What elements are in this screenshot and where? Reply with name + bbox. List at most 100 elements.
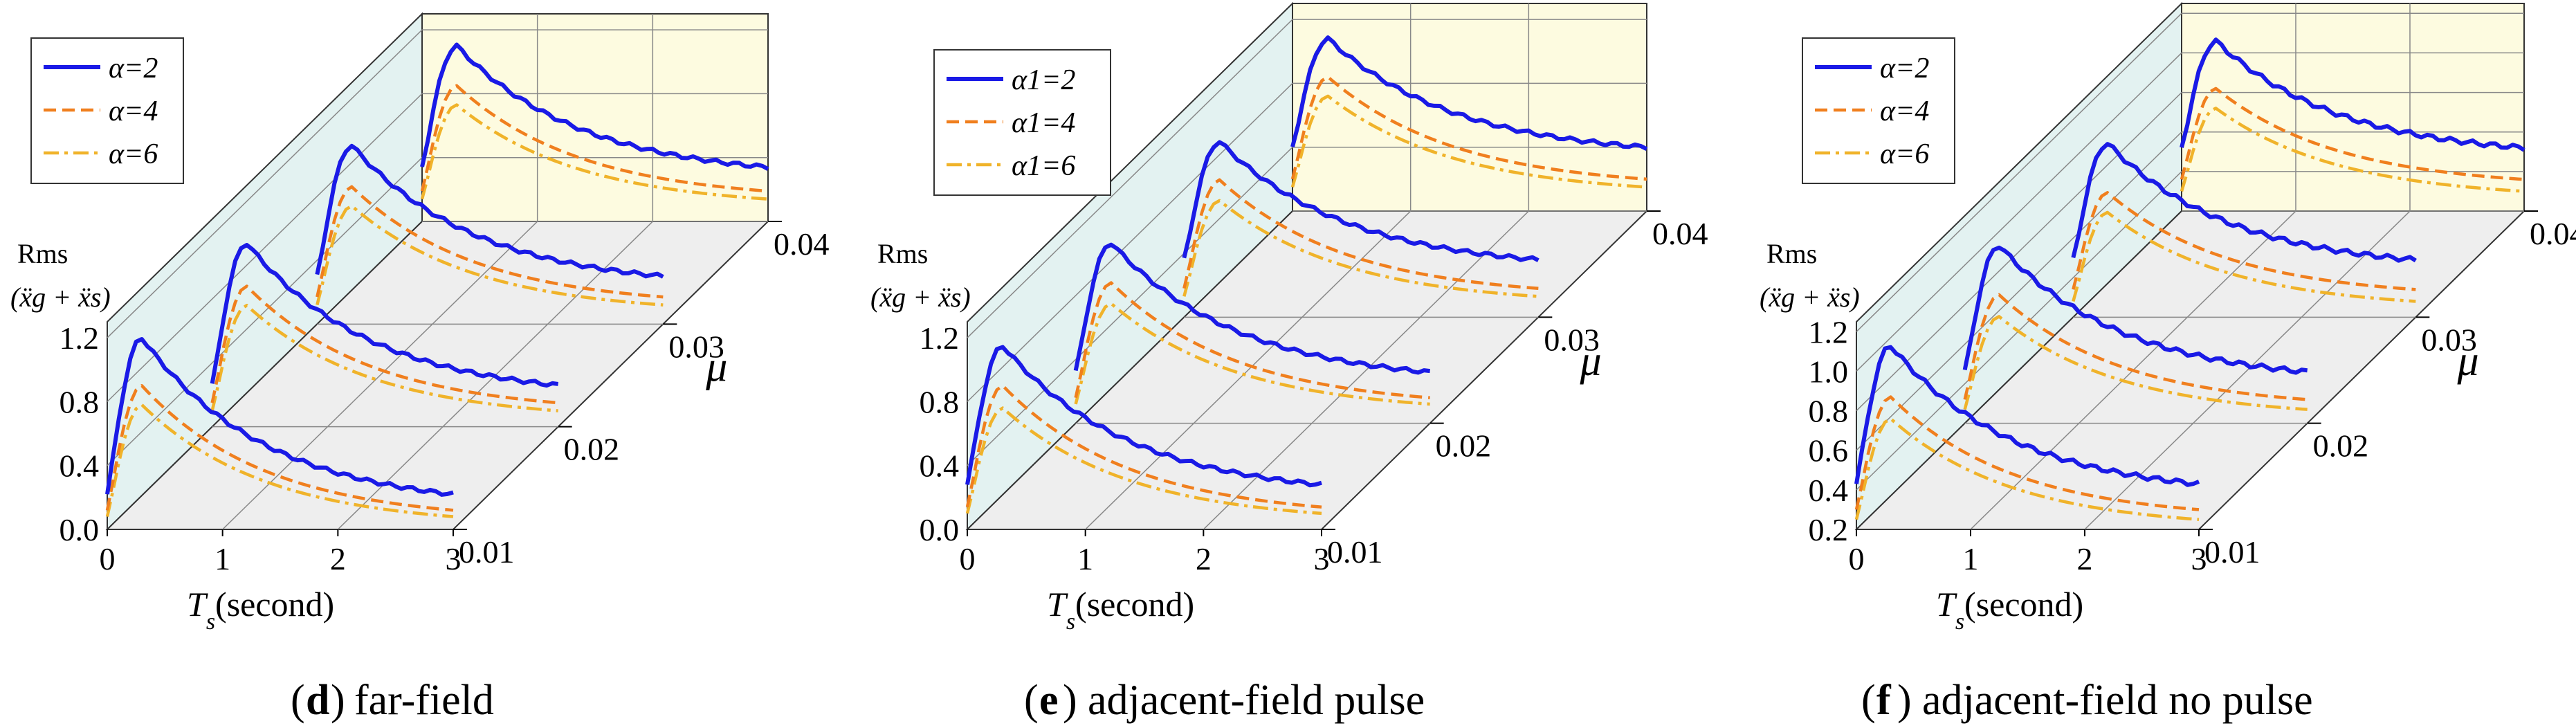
panel-far-field: ( d ) far-field 0.0 0.4 0.8 1.2 0 1 2 3 Ts(secon…: [10, 12, 830, 724]
caption-close-paren-d: ): [331, 677, 345, 724]
caption-label-d: d: [306, 677, 329, 724]
series-line-1-mu-1: [965, 345, 1322, 488]
z-ticks: 0.01 0.02 0.03 0.04: [2199, 210, 2576, 570]
legend: α=2 α=4 α=6: [1802, 37, 1955, 184]
x-tick-label: 0: [100, 541, 116, 576]
series-line-1-mu-4: [420, 42, 769, 171]
series-line-2-mu-4: [420, 84, 769, 193]
x-tick-label: 3: [1314, 541, 1330, 576]
x-axis-symbol: T: [1936, 585, 1957, 624]
legend-label-1: α=2: [109, 53, 158, 84]
y-tick-label: 0.0: [920, 512, 960, 547]
x-ticks: 0 1 2 3: [100, 529, 462, 576]
grid-line-y: [1856, 12, 2524, 332]
x-axis-symbol: T: [187, 585, 208, 624]
legend-box: [1802, 37, 1955, 184]
series-line-2-mu-1: [105, 384, 454, 512]
x-ticks: 0 1 2 3: [960, 529, 1330, 576]
y-tick-label: 1.2: [1809, 314, 1849, 349]
x-tick-label: 3: [446, 541, 462, 576]
grid-line-y: [967, 146, 1647, 466]
z-axis-label: μ: [2457, 338, 2479, 385]
series-line-2-mu-2: [210, 284, 558, 405]
panel-adjacent-field-no-pulse: ( f ) adjacent-field no pulse 0.20.40.60…: [1760, 1, 2576, 724]
z-tick-label: 0.01: [459, 534, 515, 570]
series-line-2-mu-3: [316, 185, 664, 299]
z-tick-label: 0.03: [2421, 322, 2477, 357]
caption-open-paren-d: (: [291, 677, 305, 724]
x-axis-unit: (second): [1964, 585, 2083, 624]
series-line-3-mu-4: [1290, 94, 1647, 189]
z-axis-label: μ: [705, 343, 727, 390]
x-tick-label: 2: [1196, 541, 1212, 576]
series-line-1-mu-2: [210, 242, 559, 388]
series-line-2-mu-3: [1182, 178, 1539, 291]
series-line-1-mu-1: [1854, 345, 2200, 487]
z-tick-label: 0.02: [2313, 428, 2369, 464]
y-tick-label: 0.8: [1809, 394, 1849, 429]
data-curves: [965, 35, 1648, 516]
caption-close-paren-e: ): [1063, 677, 1077, 724]
panel-adjacent-field-pulse: ( e ) adjacent-field pulse 0.00.40.81.20…: [870, 1, 1708, 724]
series-line-1-mu-3: [315, 143, 664, 279]
y-axis-label-rms: Rms: [17, 238, 68, 269]
y-tick-label: 0.4: [920, 448, 960, 484]
x-tick-label: 1: [214, 541, 230, 576]
z-ticks: 0.01 0.02 0.03 0.04: [1322, 210, 1708, 570]
series-line-2-mu-2: [1074, 281, 1430, 399]
x-axis-unit: (second): [1075, 585, 1194, 624]
y-tick-label: 0.0: [60, 512, 100, 547]
x-tick-label: 1: [1077, 541, 1093, 576]
y-axis-label-rms: Rms: [877, 238, 928, 269]
y-tick-label: 1.2: [920, 320, 960, 356]
series-line-2-mu-3: [2072, 191, 2416, 291]
legend-label-1: α=2: [1880, 53, 1929, 84]
z-tick-label: 0.04: [2530, 216, 2576, 251]
y-tick-label: 0.4: [1809, 473, 1849, 508]
caption-text-f: adjacent-field no pulse: [1922, 677, 2313, 724]
x-tick-label: 3: [2191, 541, 2207, 576]
series-line-3-mu-2: [1963, 315, 2308, 411]
series-line-2-mu-1: [965, 384, 1322, 509]
x-axis-unit: (second): [215, 585, 334, 624]
y-tick-label: 0.4: [60, 448, 100, 484]
grid-line-y: [967, 19, 1647, 338]
legend-label-1: α1=2: [1012, 64, 1075, 96]
caption-close-paren-f: ): [1897, 677, 1912, 724]
y-axis-label-formula: (ẍg + ẍs): [870, 282, 971, 313]
series-line-2-mu-1: [1854, 395, 2200, 511]
grid-line-y: [1856, 52, 2524, 372]
legend-label-3: α=6: [1880, 138, 1929, 170]
legend-label-3: α1=6: [1012, 150, 1075, 182]
grid-line-y: [107, 29, 768, 338]
x-axis-subscript: s: [1066, 609, 1075, 635]
y-ticks: 0.0 0.4 0.8 1.2: [60, 320, 100, 547]
grid-line-y: [1856, 171, 2524, 491]
z-axis-label: μ: [1580, 338, 1602, 385]
caption-text-d: far-field: [354, 677, 494, 724]
z-tick-label: 0.04: [774, 226, 830, 262]
x-axis-label: Ts(second): [1047, 585, 1194, 635]
data-curves: [1854, 37, 2525, 521]
z-tick-label: 0.02: [1436, 428, 1492, 464]
y-ticks: 0.0 0.4 0.8 1.2: [920, 320, 960, 547]
series-line-2-mu-2: [1963, 293, 2308, 401]
x-tick-label: 1: [1963, 541, 1979, 576]
y-tick-label: 1.2: [60, 320, 100, 356]
y-ticks: 0.2 0.4 0.6 0.8 1.0 1.2: [1809, 314, 1849, 547]
series-line-3-mu-2: [1074, 302, 1430, 406]
series-line-3-mu-2: [210, 304, 558, 412]
legend-label-2: α1=4: [1012, 107, 1075, 139]
legend-box: [933, 49, 1111, 196]
x-axis-subscript: s: [206, 609, 215, 635]
legend-label-3: α=6: [109, 138, 158, 170]
x-tick-label: 2: [2077, 541, 2093, 576]
z-ticks: 0.01 0.02 0.03 0.04: [453, 221, 830, 570]
chart-walls: [1854, 1, 2526, 531]
legend: α1=2 α1=4 α1=6: [933, 49, 1111, 196]
y-axis-label-rms: Rms: [1766, 238, 1817, 269]
legend: α=2 α=4 α=6: [30, 37, 184, 184]
legend-box: [30, 37, 184, 184]
caption-open-paren-e: (: [1024, 677, 1039, 724]
x-tick-label: 2: [330, 541, 346, 576]
